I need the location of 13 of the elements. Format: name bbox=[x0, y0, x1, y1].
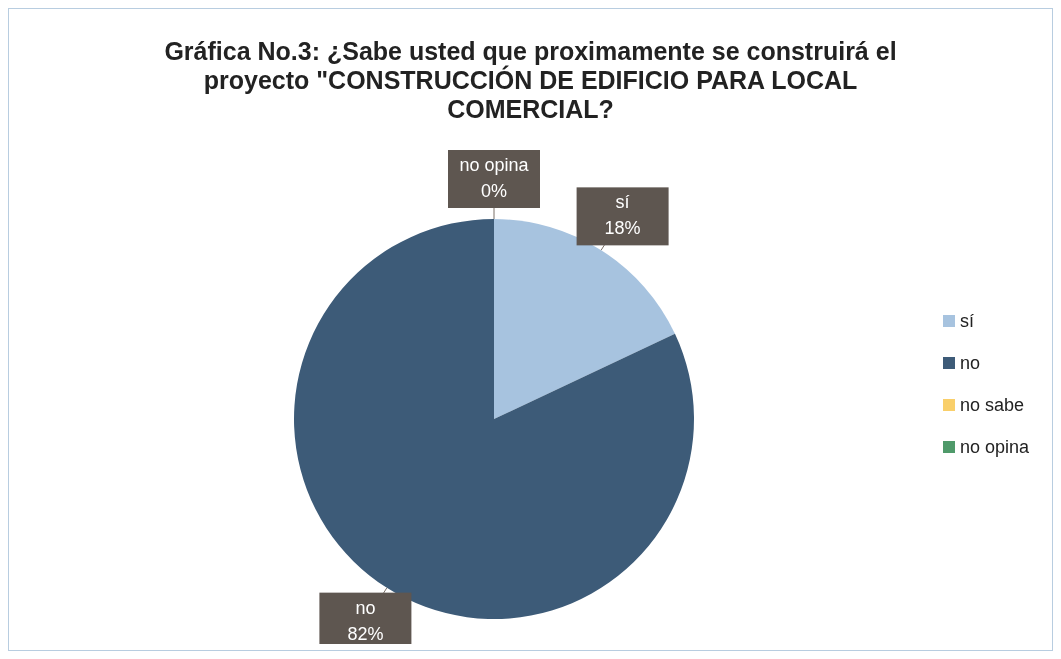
category-label: no opina bbox=[459, 155, 529, 175]
pie-slice bbox=[294, 219, 694, 619]
data-label: 82% bbox=[347, 623, 384, 644]
legend-label: no bbox=[959, 352, 980, 374]
legend-label: no sabe bbox=[959, 394, 1024, 416]
text: 0% bbox=[480, 181, 508, 201]
data-label: 18% bbox=[604, 218, 641, 239]
slice-label: sí bbox=[615, 192, 630, 213]
pie-slice bbox=[494, 219, 675, 419]
chart-title: Gráfica No.3: ¿Sabe usted que proximamente se construirá el proyecto "CONSTRUCCIÓN DE EDIFICIO PARA LOCAL COMERCIAL? bbox=[163, 36, 898, 124]
legend-label: no opina bbox=[959, 436, 1029, 458]
slice-label: no bbox=[355, 597, 376, 618]
legend-label: sí bbox=[959, 310, 974, 332]
